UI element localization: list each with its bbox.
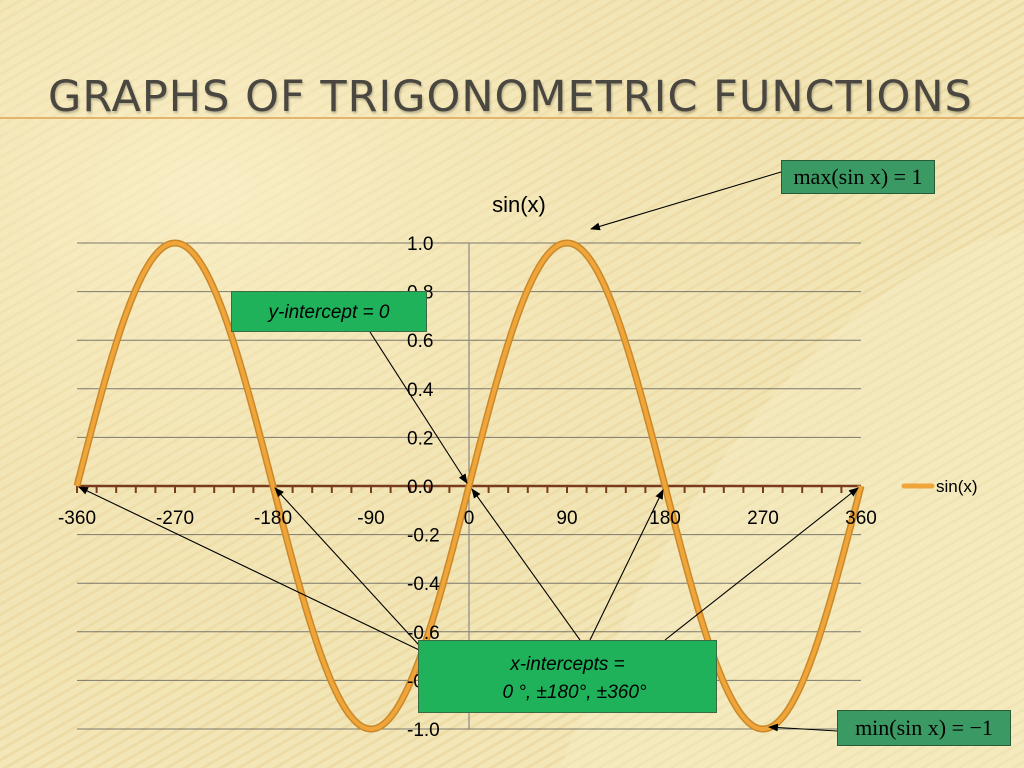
- chart-legend: sin(x): [901, 477, 978, 496]
- min-arrow: [768, 723, 838, 732]
- y-tick-label: 0.6: [407, 331, 433, 352]
- x-intercepts-line1: x-intercepts =: [510, 654, 625, 675]
- slide-title: GRAPHS OF TRIGONOMETRIC FUNCTIONS: [48, 72, 973, 122]
- x-intercept-arrow-180: [589, 489, 664, 641]
- title-underline: [0, 117, 1024, 119]
- x-tick-label: -270: [156, 508, 194, 529]
- x-tick-label: 90: [556, 508, 577, 529]
- y-tick-label: 0.2: [407, 428, 433, 449]
- y-tick-label: 0.4: [407, 380, 434, 401]
- y-tick-label: 1.0: [407, 234, 433, 255]
- x-tick-label: 270: [747, 508, 779, 529]
- x-tick-label: -90: [357, 508, 384, 529]
- y-intercept-label: y-intercept = 0: [231, 291, 427, 332]
- max-formula-box: max(sin x) = 1: [781, 160, 935, 194]
- y-tick-label: -0.4: [407, 574, 440, 595]
- series-line-sin-x: [75, 241, 863, 731]
- y-tick-label: -1.0: [407, 720, 440, 741]
- x-tick-label: -360: [58, 508, 96, 529]
- x-tick-label: -180: [254, 508, 292, 529]
- x-intercepts-label: x-intercepts = 0 °, ±180°, ±360°: [418, 640, 717, 713]
- x-intercept-arrow-neg360: [78, 486, 441, 661]
- x-intercepts-line2: 0 °, ±180°, ±360°: [502, 682, 647, 703]
- x-tick-label: 360: [845, 508, 877, 529]
- annotation-arrows: [78, 171, 859, 732]
- y-intercept-arrow: [369, 331, 468, 484]
- x-tick-label: 0: [464, 508, 475, 529]
- x-tick-label: 180: [649, 508, 681, 529]
- x-intercept-arrow-0: [471, 488, 581, 641]
- min-formula-box: min(sin x) = −1: [837, 710, 1011, 746]
- chart-title: sin(x): [492, 192, 546, 217]
- legend-label: sin(x): [936, 477, 978, 496]
- x-intercept-arrow-360: [664, 487, 859, 641]
- y-tick-label: 0.0: [407, 477, 433, 498]
- chart-series: [73, 239, 865, 733]
- y-tick-label: -0.2: [407, 526, 440, 547]
- max-arrow: [590, 171, 782, 231]
- x-intercept-arrow-neg180: [274, 487, 441, 669]
- y-tick-label: -0.6: [407, 623, 440, 644]
